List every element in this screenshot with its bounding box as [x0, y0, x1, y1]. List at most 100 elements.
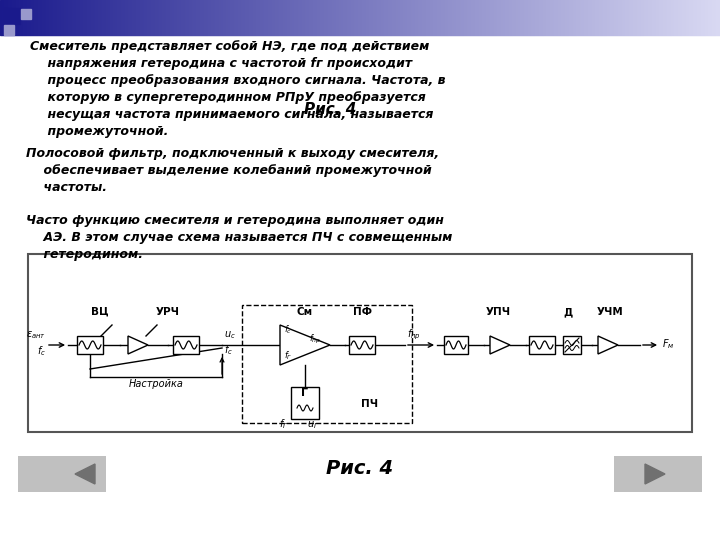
- Bar: [368, 0, 369, 35]
- Bar: [166, 0, 167, 35]
- Text: $F_м$: $F_м$: [662, 337, 675, 351]
- Bar: [122, 0, 123, 35]
- Bar: [156, 0, 157, 35]
- Bar: [545, 0, 546, 35]
- Bar: [93, 0, 94, 35]
- Bar: [362, 0, 363, 35]
- Bar: [537, 0, 538, 35]
- Bar: [694, 0, 695, 35]
- Bar: [61, 0, 62, 35]
- Bar: [359, 0, 360, 35]
- Bar: [396, 0, 397, 35]
- Bar: [465, 0, 466, 35]
- Bar: [397, 0, 398, 35]
- Bar: [212, 0, 213, 35]
- Bar: [642, 0, 643, 35]
- Bar: [687, 0, 688, 35]
- Bar: [641, 0, 642, 35]
- Bar: [674, 0, 675, 35]
- Bar: [596, 0, 597, 35]
- Bar: [328, 0, 329, 35]
- Bar: [516, 0, 517, 35]
- Bar: [7, 0, 8, 35]
- Bar: [680, 0, 681, 35]
- Bar: [458, 0, 459, 35]
- Bar: [598, 0, 599, 35]
- Bar: [691, 0, 692, 35]
- Bar: [483, 0, 484, 35]
- Bar: [184, 0, 185, 35]
- Bar: [91, 0, 92, 35]
- Bar: [151, 0, 152, 35]
- Bar: [630, 0, 631, 35]
- Bar: [346, 0, 347, 35]
- Bar: [271, 0, 272, 35]
- Bar: [499, 0, 500, 35]
- Bar: [471, 0, 472, 35]
- Bar: [159, 0, 160, 35]
- Bar: [697, 0, 698, 35]
- Bar: [517, 0, 518, 35]
- Bar: [311, 0, 312, 35]
- Bar: [417, 0, 418, 35]
- Bar: [194, 0, 195, 35]
- Bar: [253, 0, 254, 35]
- Bar: [263, 0, 264, 35]
- Bar: [709, 0, 710, 35]
- Bar: [164, 0, 165, 35]
- Bar: [200, 0, 201, 35]
- Bar: [451, 0, 452, 35]
- Bar: [407, 0, 408, 35]
- Bar: [644, 0, 645, 35]
- Bar: [364, 0, 365, 35]
- Bar: [179, 0, 180, 35]
- Bar: [609, 0, 610, 35]
- Bar: [147, 0, 148, 35]
- Bar: [281, 0, 282, 35]
- Bar: [560, 0, 561, 35]
- Text: Полосовой фильтр, подключенный к выходу смесителя,
    обеспечивает выделение ко: Полосовой фильтр, подключенный к выходу …: [26, 147, 439, 194]
- Bar: [186, 0, 187, 35]
- Bar: [307, 0, 308, 35]
- Bar: [140, 0, 141, 35]
- Bar: [354, 0, 355, 35]
- Bar: [165, 0, 166, 35]
- Bar: [357, 0, 358, 35]
- Bar: [55, 0, 56, 35]
- Bar: [481, 0, 482, 35]
- Bar: [317, 0, 318, 35]
- Bar: [175, 0, 176, 35]
- Bar: [643, 0, 644, 35]
- Bar: [255, 0, 256, 35]
- Bar: [581, 0, 582, 35]
- Bar: [242, 0, 243, 35]
- Bar: [305, 0, 306, 35]
- Bar: [17, 0, 18, 35]
- Bar: [412, 0, 413, 35]
- Bar: [459, 0, 460, 35]
- Text: $f_{пр}$: $f_{пр}$: [309, 333, 321, 346]
- Bar: [244, 0, 245, 35]
- Bar: [82, 0, 83, 35]
- Bar: [388, 0, 389, 35]
- Bar: [240, 0, 241, 35]
- Bar: [632, 0, 633, 35]
- Bar: [309, 0, 310, 35]
- Bar: [442, 0, 443, 35]
- Bar: [553, 0, 554, 35]
- Bar: [606, 0, 607, 35]
- Bar: [345, 0, 346, 35]
- Bar: [411, 0, 412, 35]
- Bar: [44, 0, 45, 35]
- Bar: [469, 0, 470, 35]
- Bar: [549, 0, 550, 35]
- Bar: [272, 0, 273, 35]
- Bar: [111, 0, 112, 35]
- Bar: [26, 0, 27, 35]
- Bar: [35, 0, 36, 35]
- Bar: [419, 0, 420, 35]
- Bar: [462, 0, 463, 35]
- Bar: [448, 0, 449, 35]
- Bar: [404, 0, 405, 35]
- Bar: [148, 0, 149, 35]
